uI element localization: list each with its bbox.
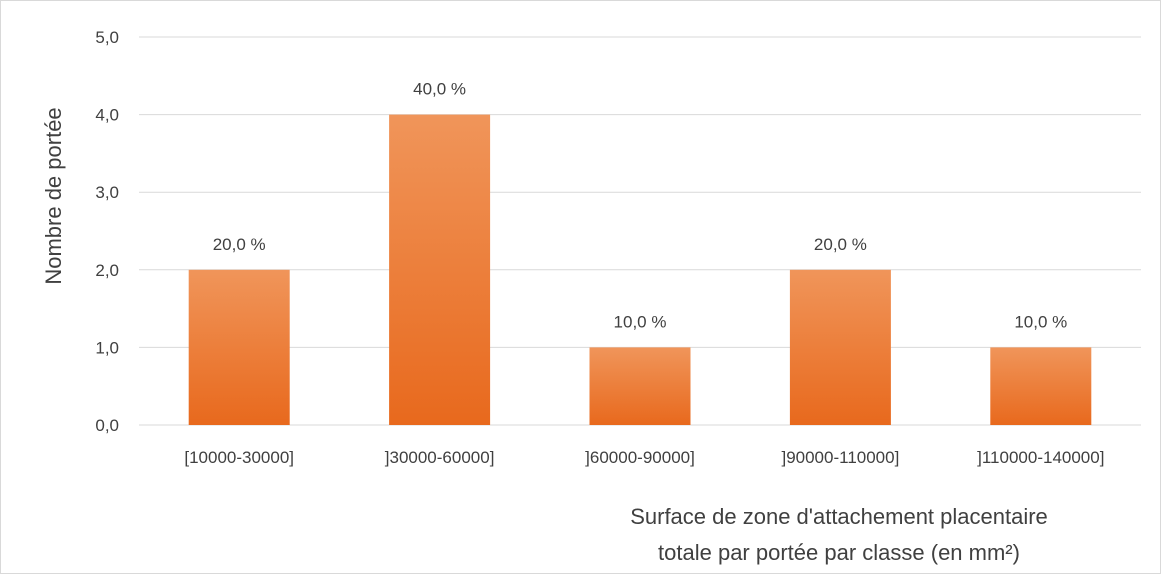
- x-tick-label: ]90000-110000]: [781, 448, 899, 467]
- gridlines: [139, 36, 1141, 426]
- y-tick-label: 4,0: [95, 106, 119, 125]
- x-tick-label: [10000-30000]: [184, 448, 294, 467]
- x-tick-label: ]60000-90000]: [585, 448, 695, 467]
- x-axis-title-line-2: totale par portée par classe (en mm²): [658, 540, 1020, 565]
- bar: [589, 347, 691, 425]
- bars: [188, 114, 1092, 425]
- x-axis-title-line-1: Surface de zone d'attachement placentair…: [630, 504, 1048, 529]
- bar: [389, 114, 491, 425]
- data-label: 20,0 %: [213, 235, 266, 254]
- y-tick-label: 2,0: [95, 261, 119, 280]
- data-label: 40,0 %: [413, 80, 466, 99]
- y-tick-label: 5,0: [95, 28, 119, 47]
- y-axis-ticks: 0,0 1,0 2,0 3,0 4,0 5,0: [95, 28, 119, 435]
- y-tick-label: 0,0: [95, 416, 119, 435]
- x-tick-label: ]30000-60000]: [385, 448, 495, 467]
- bar: [188, 269, 290, 425]
- data-label: 10,0 %: [614, 312, 667, 331]
- data-labels: 20,0 % 40,0 % 10,0 % 20,0 % 10,0 %: [213, 80, 1068, 332]
- y-axis-title: Nombre de portée: [41, 107, 66, 284]
- data-label: 20,0 %: [814, 235, 867, 254]
- data-label: 10,0 %: [1014, 312, 1067, 331]
- x-tick-label: ]110000-140000]: [977, 448, 1104, 467]
- y-tick-label: 1,0: [95, 338, 119, 357]
- y-tick-label: 3,0: [95, 183, 119, 202]
- bar: [990, 347, 1092, 425]
- x-axis-ticks: [10000-30000] ]30000-60000] ]60000-90000]]…: [184, 448, 1104, 467]
- bar: [789, 269, 891, 425]
